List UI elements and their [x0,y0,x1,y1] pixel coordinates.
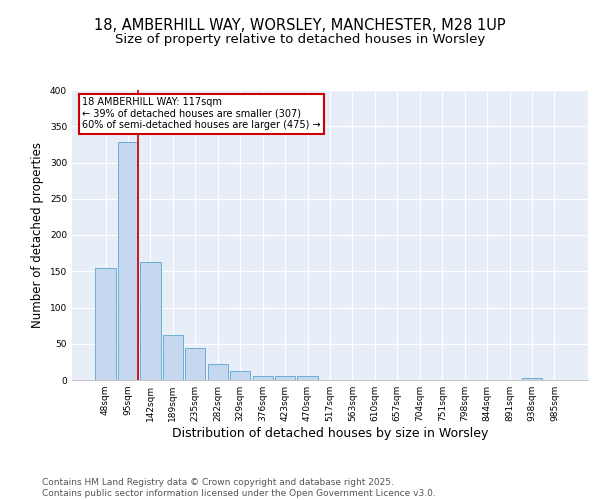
X-axis label: Distribution of detached houses by size in Worsley: Distribution of detached houses by size … [172,427,488,440]
Bar [95,268,116,380]
Bar [298,376,317,380]
Text: 18, AMBERHILL WAY, WORSLEY, MANCHESTER, M28 1UP: 18, AMBERHILL WAY, WORSLEY, MANCHESTER, … [94,18,506,32]
Bar [185,348,205,380]
Y-axis label: Number of detached properties: Number of detached properties [31,142,44,328]
Bar [163,335,183,380]
Text: Size of property relative to detached houses in Worsley: Size of property relative to detached ho… [115,32,485,46]
Bar [208,364,228,380]
Bar [230,372,250,380]
Bar [275,376,295,380]
Bar [253,376,273,380]
Bar [140,262,161,380]
Bar [118,142,138,380]
Text: 18 AMBERHILL WAY: 117sqm
← 39% of detached houses are smaller (307)
60% of semi-: 18 AMBERHILL WAY: 117sqm ← 39% of detach… [82,97,321,130]
Bar [522,378,542,380]
Text: Contains HM Land Registry data © Crown copyright and database right 2025.
Contai: Contains HM Land Registry data © Crown c… [42,478,436,498]
